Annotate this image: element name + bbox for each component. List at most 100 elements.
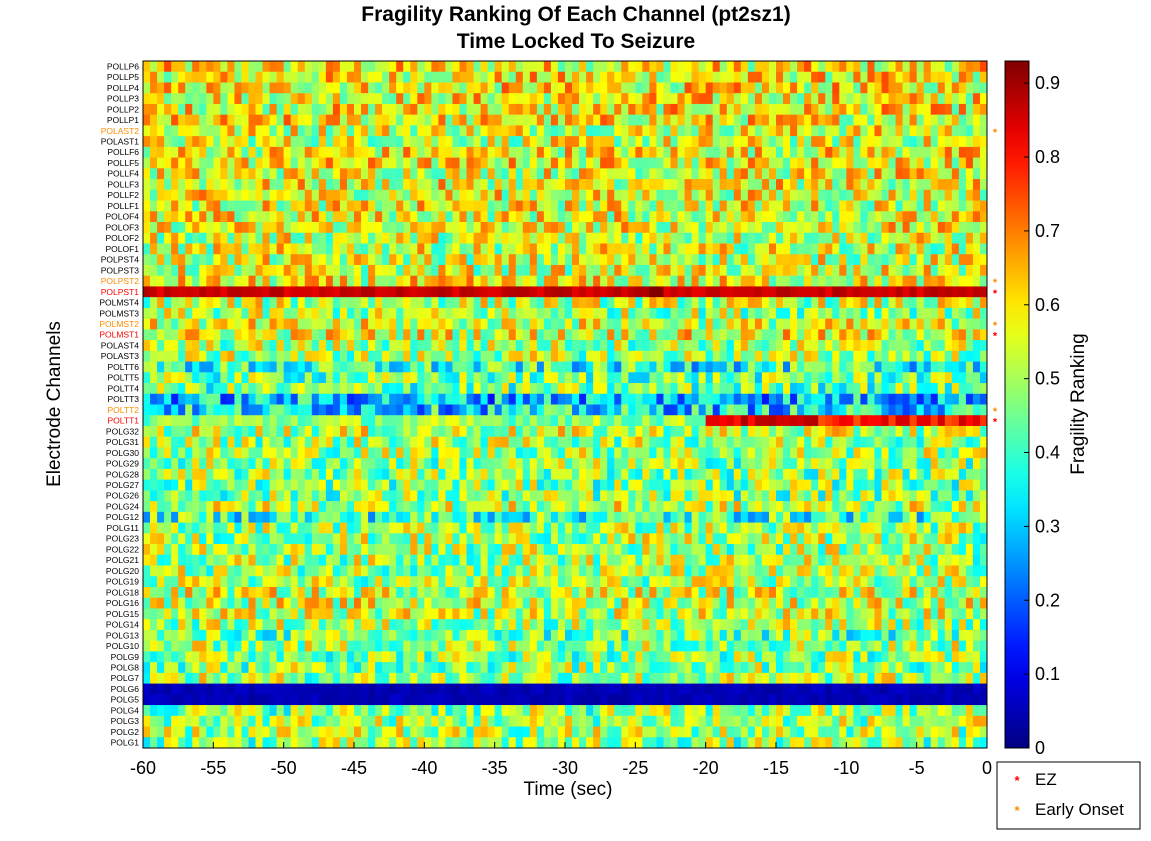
heatmap-cell	[607, 404, 615, 416]
heatmap-cell	[487, 415, 496, 427]
heatmap-cell	[937, 468, 946, 481]
heatmap-cell	[206, 232, 214, 244]
heatmap-cell	[797, 490, 805, 502]
heatmap-cell	[178, 93, 186, 105]
heatmap-cell	[726, 307, 735, 320]
heatmap-cell	[171, 275, 179, 287]
heatmap-cell	[283, 383, 292, 395]
heatmap-cell	[902, 157, 911, 169]
heatmap-cell	[761, 93, 770, 105]
heatmap-cell	[951, 82, 960, 94]
heatmap-cell	[339, 168, 348, 180]
heatmap-cell	[832, 372, 840, 384]
heatmap-cell	[557, 82, 566, 94]
heatmap-cell	[269, 393, 278, 405]
heatmap-cell	[712, 211, 721, 223]
heatmap-cell	[227, 275, 235, 287]
heatmap-cell	[860, 146, 868, 159]
heatmap-cell	[895, 318, 903, 330]
heatmap-cell	[164, 168, 172, 180]
heatmap-cell	[811, 146, 819, 159]
heatmap-cell	[389, 361, 397, 373]
heatmap-cell	[958, 350, 967, 362]
heatmap-cell	[951, 436, 960, 448]
heatmap-cell	[171, 404, 179, 416]
heatmap-cell	[642, 114, 650, 126]
heatmap-cell	[888, 458, 896, 470]
heatmap-cell	[916, 243, 925, 255]
heatmap-cell	[515, 425, 524, 438]
heatmap-cell	[382, 297, 390, 309]
heatmap-cell	[565, 404, 573, 416]
heatmap-cell	[529, 189, 538, 201]
heatmap-cell	[410, 211, 418, 223]
heatmap-cell	[783, 157, 791, 169]
heatmap-cell	[930, 393, 939, 405]
heatmap-cell	[712, 93, 721, 105]
heatmap-cell	[157, 468, 165, 481]
heatmap-cell	[438, 200, 446, 212]
heatmap-cell	[747, 189, 756, 201]
heatmap-cell	[754, 490, 763, 502]
heatmap-cell	[874, 157, 882, 169]
heatmap-cell	[804, 415, 812, 427]
heatmap-cell	[318, 264, 327, 277]
heatmap-cell	[522, 436, 531, 448]
heatmap-cell	[304, 329, 313, 341]
heatmap-cell	[424, 103, 432, 116]
heatmap-cell	[621, 383, 629, 395]
heatmap-cell	[804, 383, 812, 395]
heatmap-cell	[895, 146, 903, 159]
heatmap-cell	[452, 254, 460, 266]
heatmap-cell	[150, 490, 158, 502]
heatmap-cell	[670, 200, 678, 212]
heatmap-cell	[607, 114, 615, 126]
heatmap-cell	[895, 93, 903, 105]
heatmap-cell	[311, 286, 320, 298]
heatmap-cell	[529, 297, 538, 309]
heatmap-cell	[579, 93, 587, 105]
heatmap-cell	[290, 254, 299, 266]
heatmap-cell	[382, 200, 390, 212]
heatmap-cell	[396, 61, 404, 73]
heatmap-cell	[761, 307, 770, 320]
heatmap-cell	[220, 222, 228, 234]
heatmap-cell	[923, 264, 932, 277]
heatmap-cell	[487, 125, 496, 137]
heatmap-cell	[733, 125, 742, 137]
heatmap-cell	[684, 297, 692, 309]
heatmap-cell	[361, 415, 369, 427]
heatmap-cell	[832, 157, 840, 169]
heatmap-cell	[557, 458, 566, 470]
heatmap-cell	[621, 232, 629, 244]
heatmap-cell	[698, 393, 707, 405]
heatmap-cell	[213, 468, 221, 481]
heatmap-cell	[804, 318, 812, 330]
heatmap-cell	[804, 425, 812, 438]
heatmap-cell	[487, 179, 496, 191]
heatmap-cell	[501, 136, 510, 148]
heatmap-cell	[579, 275, 587, 287]
heatmap-cell	[972, 243, 981, 255]
heatmap-cell	[389, 490, 397, 502]
heatmap-cell	[213, 211, 221, 223]
heatmap-cell	[740, 490, 749, 502]
heatmap-cell	[565, 318, 573, 330]
heatmap-cell	[192, 157, 200, 169]
heatmap-cell	[846, 436, 854, 448]
heatmap-cell	[958, 447, 967, 459]
heatmap-cell	[164, 146, 172, 159]
heatmap-cell	[389, 114, 397, 126]
heatmap-cell	[431, 307, 439, 320]
heatmap-cell	[473, 479, 481, 491]
heatmap-cell	[895, 479, 903, 491]
heatmap-cell	[684, 383, 692, 395]
heatmap-cell	[635, 232, 643, 244]
heatmap-cell	[797, 393, 805, 405]
heatmap-cell	[600, 179, 608, 191]
heatmap-cell	[536, 479, 545, 491]
heatmap-cell	[431, 490, 439, 502]
heatmap-cell	[452, 404, 460, 416]
heatmap-cell	[445, 479, 453, 491]
heatmap-cell	[304, 297, 313, 309]
